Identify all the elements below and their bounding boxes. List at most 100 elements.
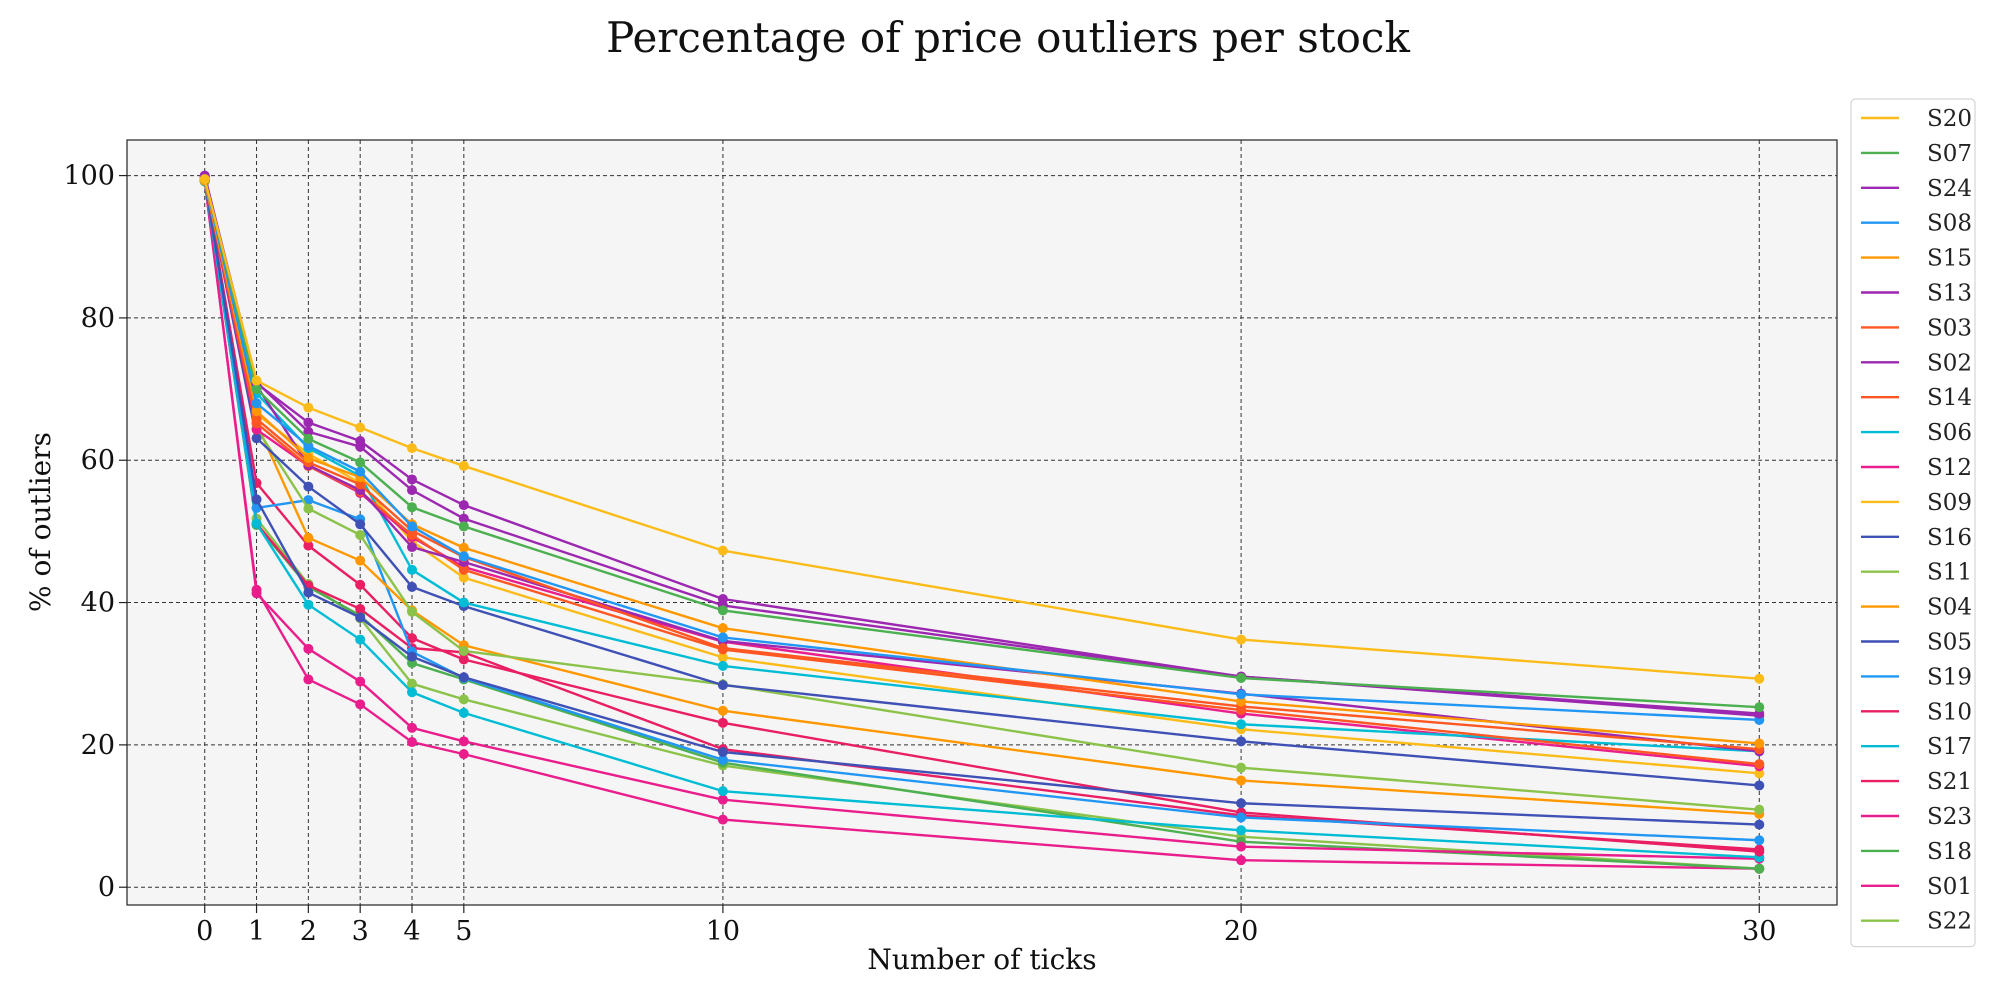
legend-label: S06 [1927,420,1972,446]
x-tick-label: 3 [352,916,369,947]
data-point [717,594,728,604]
data-point [717,660,728,671]
data-point [355,457,366,468]
data-point [407,502,417,513]
data-point [1236,762,1247,773]
data-point [1754,804,1765,815]
data-point [303,587,314,598]
legend: S20 S07 S24 S08 S15 S13 S03 S02 S14 S06 S12 S09 S16 S… [1850,98,1976,948]
data-point [303,540,314,551]
data-point [407,633,417,644]
legend-item: S21 [1861,769,1972,795]
data-point [407,564,417,575]
legend-label: S22 [1927,909,1972,935]
data-point [1236,825,1247,836]
data-point [303,441,314,451]
data-point [407,581,417,592]
legend-item: S19 [1861,664,1972,690]
series-S07 [199,174,1765,713]
data-point [458,542,469,553]
data-point [355,555,366,566]
data-point [458,645,469,656]
data-point [407,443,417,454]
data-point [717,747,728,757]
legend-label: S04 [1927,595,1972,621]
data-point [1754,846,1765,857]
data-point [717,794,728,805]
legend-item: S09 [1861,490,1972,516]
data-point [251,413,262,424]
legend-label: S05 [1927,630,1972,656]
data-point [717,814,728,825]
legend-item: S23 [1861,804,1972,830]
data-point [251,588,262,599]
y-tick-label: 40 [81,588,115,619]
axis-ticks: 0 1 2 3 4 5 10 20 30 0 20 40 60 80 100 [63,161,1776,947]
data-point [1236,855,1247,866]
data-point [458,654,469,665]
data-point [1754,835,1765,846]
series-S08 [199,174,1765,725]
legend-item: S22 [1861,909,1972,935]
data-point [355,466,366,477]
legend-item: S08 [1861,211,1972,237]
data-point [717,680,728,691]
legend-item: S15 [1861,246,1972,272]
legend-label: S07 [1927,141,1972,167]
legend-item: S10 [1861,699,1972,725]
series-S20 [199,174,1765,684]
legend-item: S05 [1861,630,1972,656]
x-tick-label: 30 [1742,916,1776,947]
data-point [458,500,469,511]
data-point [303,532,314,543]
data-point [251,494,262,505]
data-point [355,579,366,590]
data-point [1236,689,1247,700]
data-point [303,453,314,464]
data-point [717,717,728,728]
data-point [1754,768,1765,779]
data-point [355,529,366,540]
data-point [303,674,314,685]
legend-label: S18 [1927,839,1972,865]
data-point [407,722,417,733]
legend-label: S24 [1927,176,1972,202]
legend-item: S18 [1861,839,1972,865]
data-point [458,707,469,718]
x-axis-label: Number of ticks [867,943,1096,976]
x-tick-label: 2 [300,916,317,947]
data-point [1236,841,1247,852]
legend-item: S03 [1861,315,1972,341]
data-point [458,694,469,705]
data-point [303,643,314,654]
data-point [458,513,469,524]
data-point [251,375,262,386]
legend-label: S02 [1927,350,1972,376]
data-point [303,503,314,514]
y-axis-label: % of outliers [24,432,57,612]
legend-label: S16 [1927,525,1972,551]
data-point [407,521,417,532]
data-point [303,481,314,492]
legend-item: S02 [1861,350,1972,376]
series-S05 [199,174,1765,830]
data-point [355,603,366,614]
x-tick-label: 10 [706,916,740,947]
x-tick-label: 1 [248,916,265,947]
chart-title: Percentage of price outliers per stock [606,13,1410,62]
data-point [1236,634,1247,645]
data-point [355,634,366,645]
data-point [355,436,366,447]
data-point [458,672,469,683]
data-point [407,485,417,496]
data-point [458,572,469,583]
data-point [251,433,262,444]
data-point [407,737,417,748]
data-point [407,678,417,689]
legend-label: S21 [1927,769,1972,795]
x-tick-label: 4 [403,916,420,947]
legend-item: S01 [1861,874,1972,900]
y-tick-label: 100 [63,161,115,192]
data-point [1236,672,1247,683]
data-point [1754,819,1765,830]
